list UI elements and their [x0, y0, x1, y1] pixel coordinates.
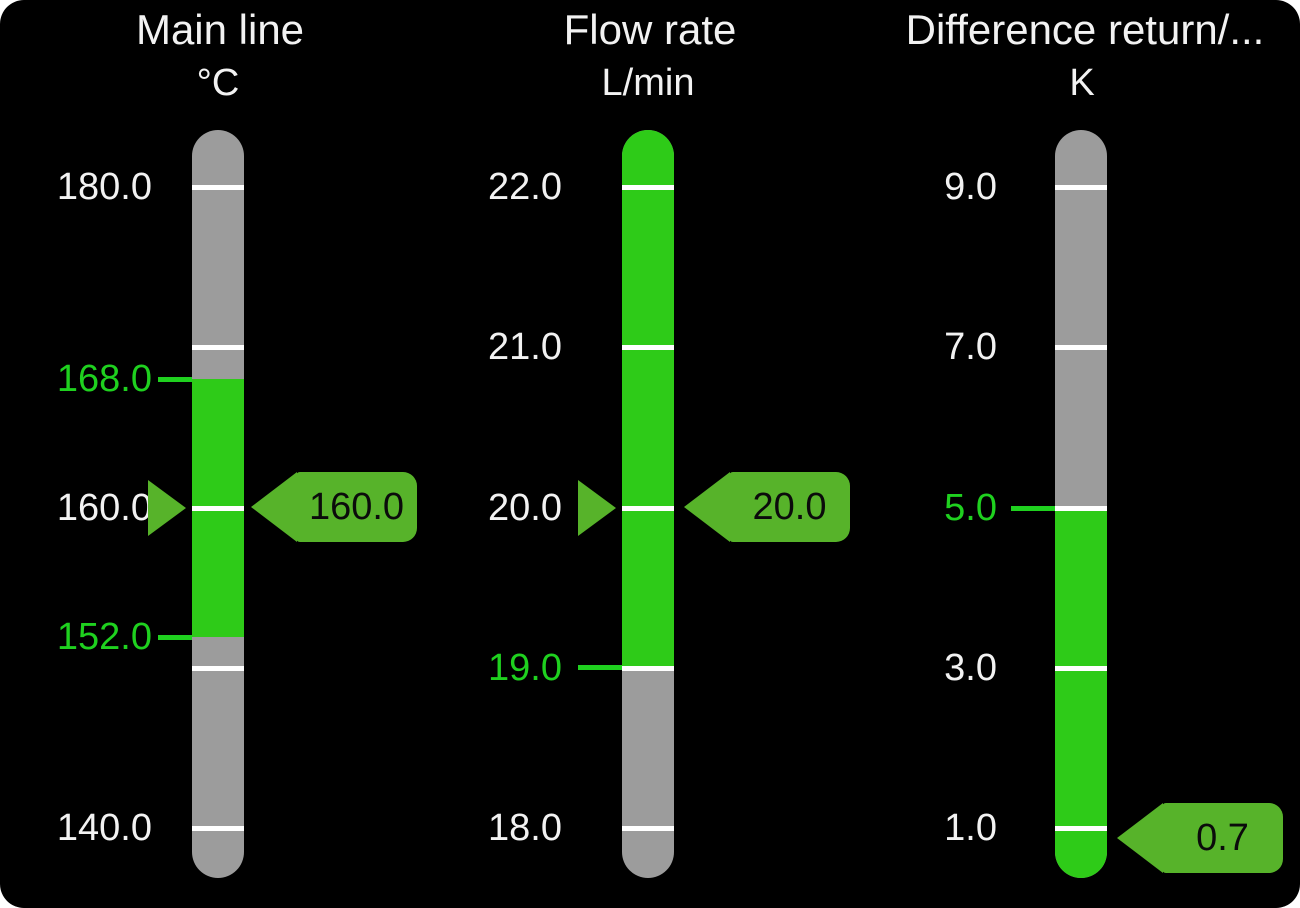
scale-label: 140.0 [56, 807, 152, 849]
bar-tick [192, 826, 244, 831]
scale-label-limit-low: 152.0 [56, 616, 152, 658]
bar-track [1055, 130, 1107, 878]
bar-tick [622, 185, 674, 190]
scale-label: 3.0 [944, 647, 997, 689]
bar-track [192, 130, 244, 878]
bar-tick [192, 666, 244, 671]
bar-normal-range [622, 130, 674, 667]
scale-label: 20.0 [488, 487, 562, 529]
scale-label: 21.0 [488, 326, 562, 368]
scale-label: 160.0 [56, 487, 152, 529]
bar-track [622, 130, 674, 878]
badge-arrow-icon [1117, 803, 1163, 873]
scale-label: 22.0 [488, 166, 562, 208]
limit-high-tick [158, 377, 192, 382]
scale-label-limit-low: 19.0 [488, 647, 562, 689]
scale-label: 180.0 [56, 166, 152, 208]
bar-tick [622, 506, 674, 511]
badge-arrow-icon [251, 472, 297, 542]
value-badge: 0.7 [1117, 803, 1283, 873]
badge-arrow-icon [684, 472, 730, 542]
bar-tick [1055, 666, 1107, 671]
scale-label: 9.0 [944, 166, 997, 208]
bar-tick [622, 666, 674, 671]
gauge-title: Main line [135, 6, 305, 53]
limit-low-tick [578, 665, 622, 670]
value-pointer-icon [148, 480, 186, 536]
scale-label: 7.0 [944, 326, 997, 368]
value-text: 0.7 [1162, 803, 1283, 873]
gauge-title: Difference return/... [905, 6, 1265, 53]
bar-tick [1055, 506, 1107, 511]
bar-tick [1055, 826, 1107, 831]
scale-label-limit-high: 5.0 [944, 487, 997, 529]
bar-tick [192, 345, 244, 350]
bar-tick [192, 185, 244, 190]
value-pointer-icon [578, 480, 616, 536]
bar-tick [622, 345, 674, 350]
value-text: 160.0 [296, 472, 417, 542]
limit-low-tick [158, 635, 192, 640]
bar-tick [622, 826, 674, 831]
gauge-unit: K [1069, 62, 1095, 104]
value-badge: 160.0 [251, 472, 417, 542]
value-badge: 20.0 [684, 472, 850, 542]
limit-high-tick [1011, 506, 1055, 511]
bar-tick [1055, 185, 1107, 190]
gauge-unit: L/min [601, 62, 695, 104]
bar-normal-range [1055, 508, 1107, 878]
bar-tick [1055, 345, 1107, 350]
scale-label: 1.0 [944, 807, 997, 849]
bar-tick [192, 506, 244, 511]
gauge-unit: °C [196, 62, 240, 104]
scale-label: 18.0 [488, 807, 562, 849]
gauge-title: Flow rate [563, 6, 737, 53]
scale-label-limit-high: 168.0 [56, 358, 152, 400]
value-text: 20.0 [729, 472, 850, 542]
